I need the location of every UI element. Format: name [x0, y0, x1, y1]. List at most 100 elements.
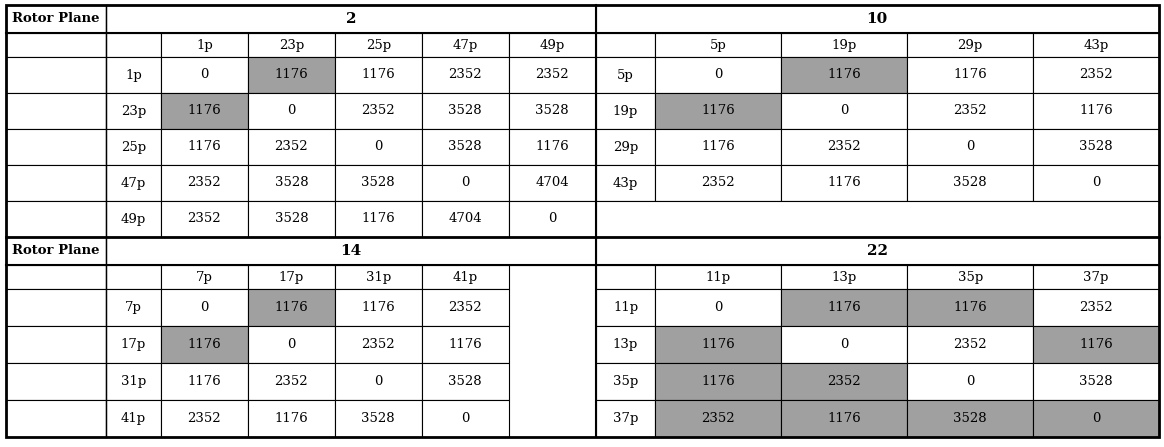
Bar	[907, 93, 1034, 129]
Text: 1176: 1176	[187, 338, 221, 351]
Text: 1176: 1176	[953, 301, 987, 314]
Bar	[655, 400, 781, 437]
Bar	[6, 33, 106, 57]
Bar	[596, 93, 655, 129]
Text: 17p: 17p	[278, 270, 304, 283]
Bar	[161, 326, 248, 363]
Bar	[106, 363, 161, 400]
Bar	[6, 237, 106, 265]
Bar	[335, 93, 421, 129]
Bar	[6, 165, 106, 201]
Text: 2352: 2352	[535, 68, 569, 81]
Bar	[509, 33, 596, 57]
Bar	[596, 33, 655, 57]
Bar	[106, 400, 161, 437]
Bar	[655, 33, 781, 57]
Bar	[655, 129, 781, 165]
Bar	[596, 165, 655, 201]
Bar	[781, 326, 907, 363]
Text: 2: 2	[346, 12, 356, 26]
Bar	[335, 265, 421, 289]
Bar	[1034, 129, 1159, 165]
Text: 0: 0	[1092, 412, 1100, 425]
Text: Rotor Plane: Rotor Plane	[13, 245, 100, 257]
Text: 0: 0	[966, 140, 974, 153]
Text: 7p: 7p	[125, 301, 142, 314]
Text: 1176: 1176	[448, 338, 482, 351]
Bar	[596, 289, 655, 326]
Bar	[655, 265, 781, 289]
Bar	[106, 265, 161, 289]
Text: 5p: 5p	[710, 38, 726, 51]
Bar	[248, 165, 335, 201]
Bar	[248, 201, 335, 237]
Text: 1176: 1176	[1079, 105, 1113, 118]
Bar	[161, 129, 248, 165]
Bar	[655, 57, 781, 93]
Bar	[907, 326, 1034, 363]
Bar	[907, 363, 1034, 400]
Bar	[6, 289, 106, 326]
Bar	[1034, 363, 1159, 400]
Bar	[248, 57, 335, 93]
Bar	[781, 93, 907, 129]
Bar	[781, 265, 907, 289]
Text: 2352: 2352	[448, 68, 482, 81]
Bar	[106, 93, 161, 129]
Bar	[248, 33, 335, 57]
Text: 41p: 41p	[453, 270, 477, 283]
Bar	[907, 57, 1034, 93]
Text: 1176: 1176	[1079, 338, 1113, 351]
Text: 1176: 1176	[828, 301, 861, 314]
Text: 3528: 3528	[1079, 375, 1113, 388]
Text: 0: 0	[288, 105, 296, 118]
Text: 0: 0	[548, 212, 556, 225]
Bar	[335, 165, 421, 201]
Text: 0: 0	[461, 177, 469, 190]
Text: 1176: 1176	[187, 375, 221, 388]
Text: 35p: 35p	[613, 375, 638, 388]
Text: 11p: 11p	[705, 270, 731, 283]
Bar	[6, 57, 106, 93]
Bar	[421, 201, 509, 237]
Bar	[596, 237, 1159, 265]
Text: 2352: 2352	[828, 375, 861, 388]
Text: 0: 0	[374, 375, 383, 388]
Text: 3528: 3528	[362, 412, 395, 425]
Bar	[106, 289, 161, 326]
Bar	[655, 363, 781, 400]
Bar	[907, 400, 1034, 437]
Text: 11p: 11p	[613, 301, 638, 314]
Bar	[596, 363, 655, 400]
Bar	[421, 326, 509, 363]
Bar	[161, 165, 248, 201]
Text: 5p: 5p	[617, 68, 634, 81]
Text: 2352: 2352	[828, 140, 861, 153]
Text: 1176: 1176	[953, 68, 987, 81]
Bar	[6, 265, 106, 289]
Text: 29p: 29p	[958, 38, 982, 51]
Bar	[1034, 326, 1159, 363]
Bar	[106, 129, 161, 165]
Text: 0: 0	[288, 338, 296, 351]
Text: 2352: 2352	[448, 301, 482, 314]
Bar	[248, 265, 335, 289]
Text: 13p: 13p	[613, 338, 638, 351]
Bar	[781, 57, 907, 93]
Text: 37p: 37p	[1084, 270, 1109, 283]
Bar	[248, 400, 335, 437]
Bar	[421, 33, 509, 57]
Bar	[106, 57, 161, 93]
Text: 1176: 1176	[361, 68, 395, 81]
Text: 31p: 31p	[365, 270, 391, 283]
Text: 1176: 1176	[275, 68, 308, 81]
Bar	[6, 5, 106, 33]
Text: 2352: 2352	[362, 338, 395, 351]
Text: 25p: 25p	[121, 140, 146, 153]
Bar	[421, 165, 509, 201]
Bar	[106, 237, 596, 265]
Text: 19p: 19p	[613, 105, 638, 118]
Text: 2352: 2352	[362, 105, 395, 118]
Bar	[907, 33, 1034, 57]
Text: 1p: 1p	[125, 68, 142, 81]
